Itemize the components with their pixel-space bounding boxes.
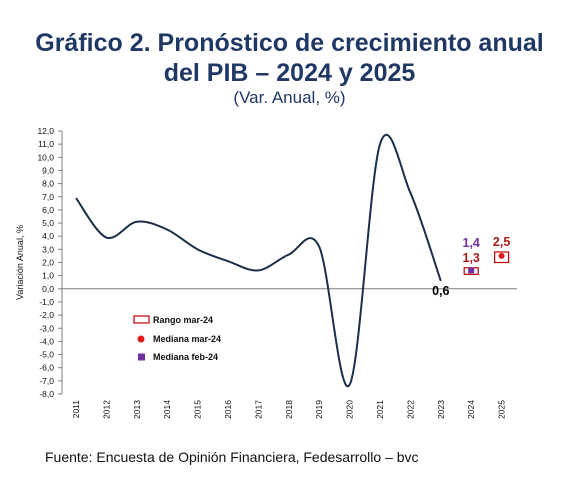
y-tick-label: 7,0: [42, 192, 54, 202]
y-tick-label: -6,0: [39, 363, 54, 373]
x-tick-label: 2022: [405, 400, 415, 419]
x-tick-label: 2017: [253, 400, 263, 419]
x-tick-label: 2014: [162, 400, 172, 419]
x-tick-label: 2025: [497, 400, 507, 419]
x-tick-label: 2023: [436, 400, 446, 419]
y-tick-label: 8,0: [42, 179, 54, 189]
median-feb-marker-2024: [468, 267, 475, 274]
y-tick-label: 4,0: [42, 231, 54, 241]
x-tick-label: 2015: [193, 400, 203, 419]
y-tick-label: 12,0: [37, 126, 54, 136]
x-tick-label: 2016: [223, 400, 233, 419]
legend-label: Mediana feb-24: [153, 352, 218, 362]
y-tick-label: -7,0: [39, 376, 54, 386]
x-axis: 2011 2012 2013 2014 2015 2016 2017 2018 2019 2020…: [62, 288, 517, 419]
x-tick-label: 2011: [71, 400, 81, 419]
y-tick-label: 9,0: [42, 165, 54, 175]
legend: Rango mar-24 Mediana mar-24 Mediana feb-24: [133, 315, 221, 362]
legend-label: Mediana mar-24: [153, 334, 221, 344]
chart-subtitle: (Var. Anual, %): [233, 88, 346, 107]
source-note: Fuente: Encuesta de Opinión Financiera, …: [45, 449, 419, 465]
y-tick-label: 5,0: [42, 218, 54, 228]
legend-median-mar-swatch: [137, 335, 145, 343]
forecast-group: 1,41,3 2,5: [463, 235, 510, 275]
label-median-mar-2025: 2,5: [493, 235, 510, 249]
y-tick-label: 10,0: [37, 152, 54, 162]
y-tick-label: -4,0: [39, 336, 54, 346]
y-axis: 12,0 11,0 10,0 9,0 8,0 7,0 6,0 5,0 4,0 3,0 2,0 1,0 0…: [37, 126, 63, 399]
data-label-2023: 0,6: [432, 284, 449, 298]
x-tick-label: 2019: [314, 400, 324, 419]
chart-title-line-2: del PIB – 2024 y 2025: [163, 59, 416, 87]
y-tick-label: -2,0: [39, 310, 54, 320]
label-median-mar-2024: 1,3: [463, 251, 480, 265]
y-tick-label: 3,0: [42, 244, 54, 254]
y-tick-label: -8,0: [39, 389, 54, 399]
y-tick-label: 2,0: [42, 258, 54, 268]
legend-label: Rango mar-24: [153, 315, 213, 325]
gdp-growth-chart: 12,0 11,0 10,0 9,0 8,0 7,0 6,0 5,0 4,0 3,0 2,0 1,0 0…: [15, 126, 517, 419]
y-tick-label: -1,0: [39, 297, 54, 307]
series-group: 0,6: [75, 133, 450, 388]
y-tick-label: 6,0: [42, 205, 54, 215]
chart-title-line-1: Gráfico 2. Pronóstico de crecimiento anu…: [35, 29, 544, 57]
label-median-feb-2024: 1,4: [463, 236, 480, 250]
x-tick-label: 2012: [101, 400, 111, 419]
gdp-growth-line: [75, 133, 442, 388]
x-tick-label: 2024: [466, 400, 476, 419]
x-tick-label: 2020: [345, 400, 355, 419]
y-axis-label: Variación Anual, %: [15, 225, 25, 300]
legend-range-swatch: [133, 315, 150, 324]
median-mar-marker-2025: [498, 252, 505, 259]
x-tick-label: 2013: [132, 400, 142, 419]
y-tick-label: -3,0: [39, 323, 54, 333]
y-tick-label: -5,0: [39, 350, 54, 360]
y-tick-label: 1,0: [42, 271, 54, 281]
x-tick-label: 2021: [375, 400, 385, 419]
legend-median-feb-swatch: [138, 353, 145, 361]
y-tick-label: 11,0: [38, 139, 54, 149]
y-tick-label: 0,0: [42, 284, 54, 294]
x-tick-label: 2018: [284, 400, 294, 419]
